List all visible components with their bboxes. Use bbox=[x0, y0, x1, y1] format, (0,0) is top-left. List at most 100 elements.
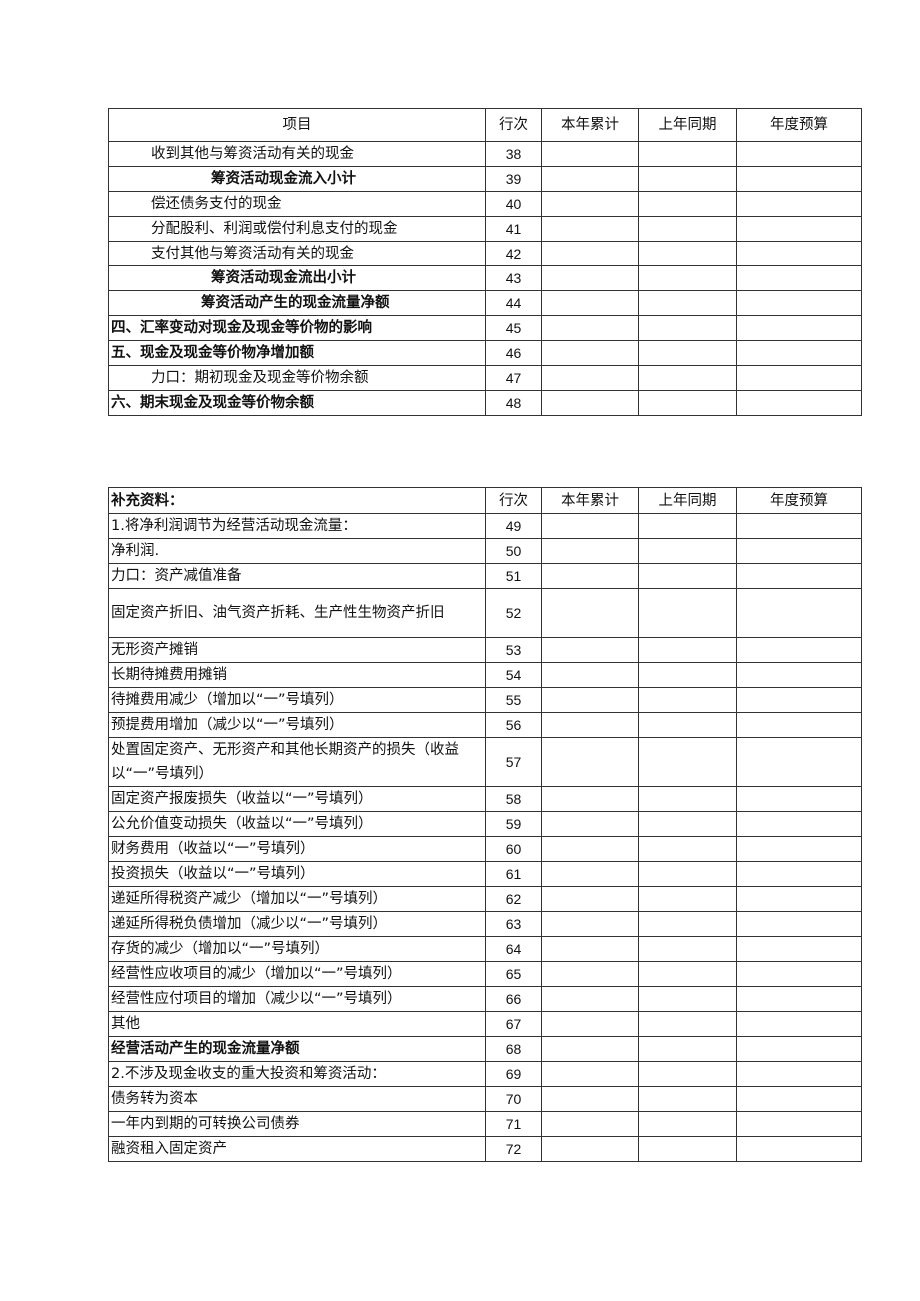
prior-year-cell[interactable] bbox=[638, 911, 737, 937]
budget-cell[interactable] bbox=[736, 1061, 862, 1087]
current-year-cell[interactable] bbox=[541, 365, 639, 391]
current-year-cell[interactable] bbox=[541, 588, 639, 638]
budget-cell[interactable] bbox=[736, 1036, 862, 1062]
budget-cell[interactable] bbox=[736, 1086, 862, 1112]
budget-cell[interactable] bbox=[736, 340, 862, 367]
budget-cell[interactable] bbox=[736, 290, 862, 317]
budget-cell[interactable] bbox=[736, 389, 862, 416]
prior-year-cell[interactable] bbox=[638, 637, 737, 663]
prior-year-cell[interactable] bbox=[638, 662, 737, 688]
budget-cell[interactable] bbox=[736, 911, 862, 937]
prior-year-cell[interactable] bbox=[638, 811, 737, 837]
prior-year-cell[interactable] bbox=[638, 886, 737, 912]
current-year-cell[interactable] bbox=[541, 687, 639, 713]
current-year-cell[interactable] bbox=[541, 240, 639, 267]
prior-year-cell[interactable] bbox=[638, 315, 737, 342]
prior-year-cell[interactable] bbox=[638, 1086, 737, 1112]
prior-year-cell[interactable] bbox=[638, 190, 737, 217]
budget-cell[interactable] bbox=[736, 986, 862, 1012]
budget-cell[interactable] bbox=[736, 265, 862, 292]
current-year-cell[interactable] bbox=[541, 1111, 639, 1137]
budget-cell[interactable] bbox=[736, 1111, 862, 1137]
current-year-cell[interactable] bbox=[541, 1011, 639, 1037]
current-year-cell[interactable] bbox=[541, 1036, 639, 1062]
budget-cell[interactable] bbox=[736, 712, 862, 738]
current-year-cell[interactable] bbox=[541, 961, 639, 987]
budget-cell[interactable] bbox=[736, 588, 862, 638]
prior-year-cell[interactable] bbox=[638, 141, 737, 167]
prior-year-cell[interactable] bbox=[638, 1011, 737, 1037]
current-year-cell[interactable] bbox=[541, 215, 639, 242]
budget-cell[interactable] bbox=[736, 190, 862, 217]
prior-year-cell[interactable] bbox=[638, 265, 737, 292]
budget-cell[interactable] bbox=[736, 513, 862, 539]
current-year-cell[interactable] bbox=[541, 1086, 639, 1112]
current-year-cell[interactable] bbox=[541, 340, 639, 367]
budget-cell[interactable] bbox=[736, 637, 862, 663]
current-year-cell[interactable] bbox=[541, 290, 639, 317]
current-year-cell[interactable] bbox=[541, 886, 639, 912]
prior-year-cell[interactable] bbox=[638, 215, 737, 242]
budget-cell[interactable] bbox=[736, 141, 862, 167]
prior-year-cell[interactable] bbox=[638, 936, 737, 962]
budget-cell[interactable] bbox=[736, 563, 862, 589]
budget-cell[interactable] bbox=[736, 315, 862, 342]
current-year-cell[interactable] bbox=[541, 986, 639, 1012]
current-year-cell[interactable] bbox=[541, 389, 639, 416]
current-year-cell[interactable] bbox=[541, 563, 639, 589]
prior-year-cell[interactable] bbox=[638, 836, 737, 862]
current-year-cell[interactable] bbox=[541, 538, 639, 564]
prior-year-cell[interactable] bbox=[638, 1136, 737, 1162]
prior-year-cell[interactable] bbox=[638, 365, 737, 391]
prior-year-cell[interactable] bbox=[638, 588, 737, 638]
current-year-cell[interactable] bbox=[541, 1061, 639, 1087]
budget-cell[interactable] bbox=[736, 1136, 862, 1162]
current-year-cell[interactable] bbox=[541, 315, 639, 342]
current-year-cell[interactable] bbox=[541, 637, 639, 663]
prior-year-cell[interactable] bbox=[638, 861, 737, 887]
prior-year-cell[interactable] bbox=[638, 687, 737, 713]
prior-year-cell[interactable] bbox=[638, 712, 737, 738]
current-year-cell[interactable] bbox=[541, 662, 639, 688]
prior-year-cell[interactable] bbox=[638, 1061, 737, 1087]
prior-year-cell[interactable] bbox=[638, 513, 737, 539]
current-year-cell[interactable] bbox=[541, 911, 639, 937]
prior-year-cell[interactable] bbox=[638, 1036, 737, 1062]
prior-year-cell[interactable] bbox=[638, 563, 737, 589]
budget-cell[interactable] bbox=[736, 737, 862, 787]
budget-cell[interactable] bbox=[736, 1011, 862, 1037]
current-year-cell[interactable] bbox=[541, 265, 639, 292]
current-year-cell[interactable] bbox=[541, 737, 639, 787]
current-year-cell[interactable] bbox=[541, 811, 639, 837]
budget-cell[interactable] bbox=[736, 961, 862, 987]
current-year-cell[interactable] bbox=[541, 786, 639, 812]
budget-cell[interactable] bbox=[736, 215, 862, 242]
prior-year-cell[interactable] bbox=[638, 165, 737, 192]
current-year-cell[interactable] bbox=[541, 1136, 639, 1162]
budget-cell[interactable] bbox=[736, 836, 862, 862]
budget-cell[interactable] bbox=[736, 662, 862, 688]
budget-cell[interactable] bbox=[736, 861, 862, 887]
prior-year-cell[interactable] bbox=[638, 1111, 737, 1137]
current-year-cell[interactable] bbox=[541, 836, 639, 862]
prior-year-cell[interactable] bbox=[638, 290, 737, 317]
budget-cell[interactable] bbox=[736, 786, 862, 812]
current-year-cell[interactable] bbox=[541, 936, 639, 962]
prior-year-cell[interactable] bbox=[638, 786, 737, 812]
prior-year-cell[interactable] bbox=[638, 538, 737, 564]
budget-cell[interactable] bbox=[736, 936, 862, 962]
budget-cell[interactable] bbox=[736, 886, 862, 912]
current-year-cell[interactable] bbox=[541, 141, 639, 167]
budget-cell[interactable] bbox=[736, 240, 862, 267]
prior-year-cell[interactable] bbox=[638, 986, 737, 1012]
prior-year-cell[interactable] bbox=[638, 389, 737, 416]
current-year-cell[interactable] bbox=[541, 190, 639, 217]
budget-cell[interactable] bbox=[736, 687, 862, 713]
prior-year-cell[interactable] bbox=[638, 737, 737, 787]
current-year-cell[interactable] bbox=[541, 513, 639, 539]
budget-cell[interactable] bbox=[736, 538, 862, 564]
prior-year-cell[interactable] bbox=[638, 340, 737, 367]
current-year-cell[interactable] bbox=[541, 861, 639, 887]
current-year-cell[interactable] bbox=[541, 712, 639, 738]
current-year-cell[interactable] bbox=[541, 165, 639, 192]
